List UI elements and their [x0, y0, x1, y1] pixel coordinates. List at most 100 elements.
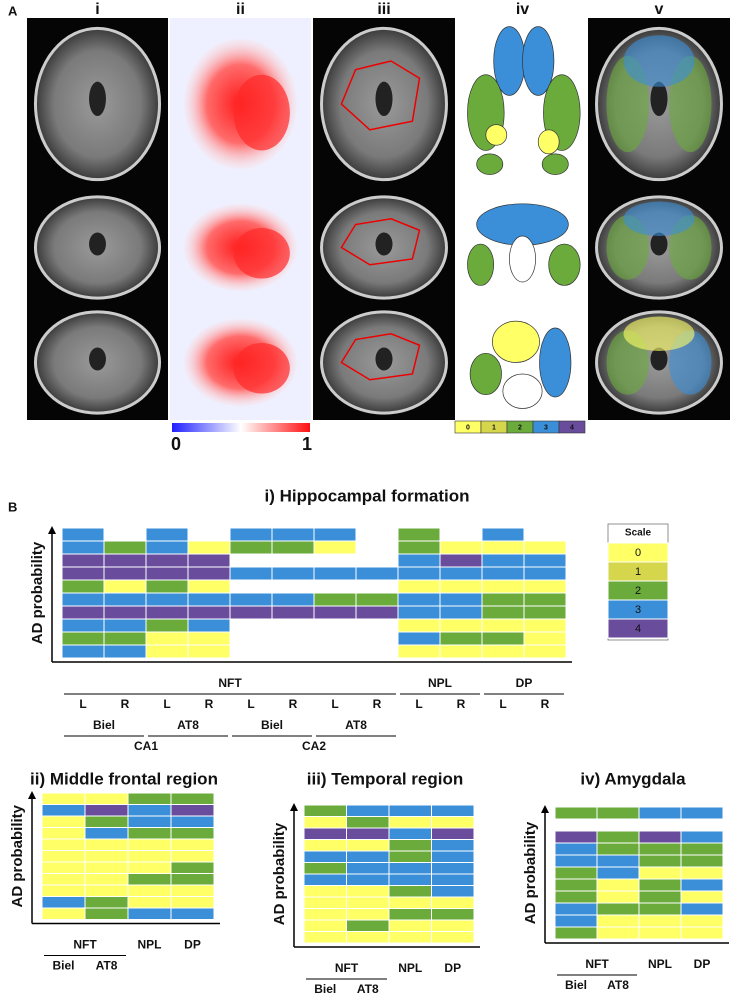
x-group-label: AT8 [96, 959, 118, 973]
heatmap-cell [481, 566, 525, 581]
heatmap-cell [127, 896, 172, 909]
heatmap-cell [554, 842, 598, 856]
x-group-label: Biel [93, 718, 115, 732]
heatmap-cell [313, 605, 357, 620]
scale-label: 1 [492, 424, 496, 431]
heatmap-cell [41, 827, 86, 840]
heatmap-cell [103, 566, 147, 581]
roi-outline [340, 217, 421, 266]
heatmap-cell [397, 605, 441, 620]
overlay [623, 35, 695, 87]
heatmap-cell [388, 885, 432, 898]
x-group-label: R [121, 697, 130, 711]
heatmap-cell [346, 827, 390, 840]
heatmap-cell [41, 850, 86, 863]
heatmap-cell [145, 579, 189, 594]
heatmap-cell [41, 815, 86, 828]
heatmap-cell [388, 816, 432, 829]
y-axis-label: AD probability [522, 821, 539, 924]
heatmap-cell [388, 804, 432, 817]
heatmap-cell [313, 592, 357, 607]
panel-label: B [8, 499, 17, 514]
heatmap-cell [638, 926, 682, 940]
heatmap-cell [481, 527, 525, 542]
heatmap-cell [84, 827, 129, 840]
heatmap-cell [313, 566, 357, 581]
heatmap-cell [303, 804, 347, 817]
chart-title: iv) Amygdala [580, 769, 686, 788]
x-group-label: DP [516, 676, 533, 690]
heatmap-cell [346, 862, 390, 875]
x-group-label: L [163, 697, 170, 711]
heatmap-cell [481, 605, 525, 620]
atlas-region [492, 320, 540, 363]
atlas-region [467, 243, 495, 286]
y-axis-arrow [290, 803, 298, 811]
heatmap-cell [229, 592, 273, 607]
heatmap-cell [346, 885, 390, 898]
heatmap-cell [127, 907, 172, 920]
heatmap-cell [346, 896, 390, 909]
heatmap-cell [638, 902, 682, 916]
heatmap-cell [170, 896, 215, 909]
heatmap-cell [523, 644, 567, 659]
heatmap-cell [61, 644, 105, 659]
heatmap-cell [303, 850, 347, 863]
heatmap-cell [61, 592, 105, 607]
heatmap-cell [680, 914, 724, 928]
heatmap-cell [481, 618, 525, 633]
scale-title: Scale [625, 528, 652, 539]
scale-label: 3 [635, 604, 641, 616]
scale-label: 1 [635, 566, 641, 578]
heatmap-cell [187, 553, 231, 568]
heatmap-cell [680, 902, 724, 916]
heatmap-cell [271, 540, 315, 555]
heatmap-cell [127, 804, 172, 817]
x-group-label: Biel [52, 959, 74, 973]
heatmap-cell [346, 919, 390, 932]
heatmap-cell [61, 579, 105, 594]
mri-ventricle [89, 232, 106, 256]
heatmap-cell [596, 914, 640, 928]
heatmap-cell [170, 792, 215, 805]
heatmap-cell [303, 862, 347, 875]
heatmap-cell [397, 566, 441, 581]
heatmap-cell [103, 631, 147, 646]
atlas-region [476, 153, 504, 175]
heatmap-cell [596, 926, 640, 940]
image-tile [588, 305, 730, 420]
image-tile [588, 18, 730, 190]
heatmap-cell [481, 592, 525, 607]
heatmap-cell [61, 618, 105, 633]
mri-ventricle [375, 347, 393, 371]
heatmap-cell [229, 527, 273, 542]
panel-label: A [8, 3, 18, 18]
heatmap-cell [554, 806, 598, 820]
x-group-label: AT8 [177, 718, 199, 732]
heatmap-cell [127, 884, 172, 897]
heatmap-cell [596, 866, 640, 880]
heatmap-cell [397, 553, 441, 568]
heatmap-cell [355, 592, 399, 607]
heatmap-cell [554, 902, 598, 916]
heatmap-cell [84, 792, 129, 805]
x-group-label: R [205, 697, 214, 711]
heatmap-cell [313, 527, 357, 542]
heatmap-cell [680, 890, 724, 904]
heatmap-cell [680, 866, 724, 880]
heatmap-cell [439, 631, 483, 646]
heatmap-cell [439, 579, 483, 594]
heatmap-cell [170, 815, 215, 828]
mri-ventricle [89, 81, 106, 117]
heatmap-cell [638, 914, 682, 928]
heatmap-cell [638, 878, 682, 892]
x-group-label: R [373, 697, 382, 711]
heatmap-cell [523, 618, 567, 633]
heatmap-cell [170, 827, 215, 840]
heatmap-cell [397, 527, 441, 542]
heatmap-cell [127, 838, 172, 851]
heatmap-cell [638, 830, 682, 844]
heatmap-cell [103, 644, 147, 659]
scale-label: 3 [544, 424, 548, 431]
heatmap-cell [229, 566, 273, 581]
